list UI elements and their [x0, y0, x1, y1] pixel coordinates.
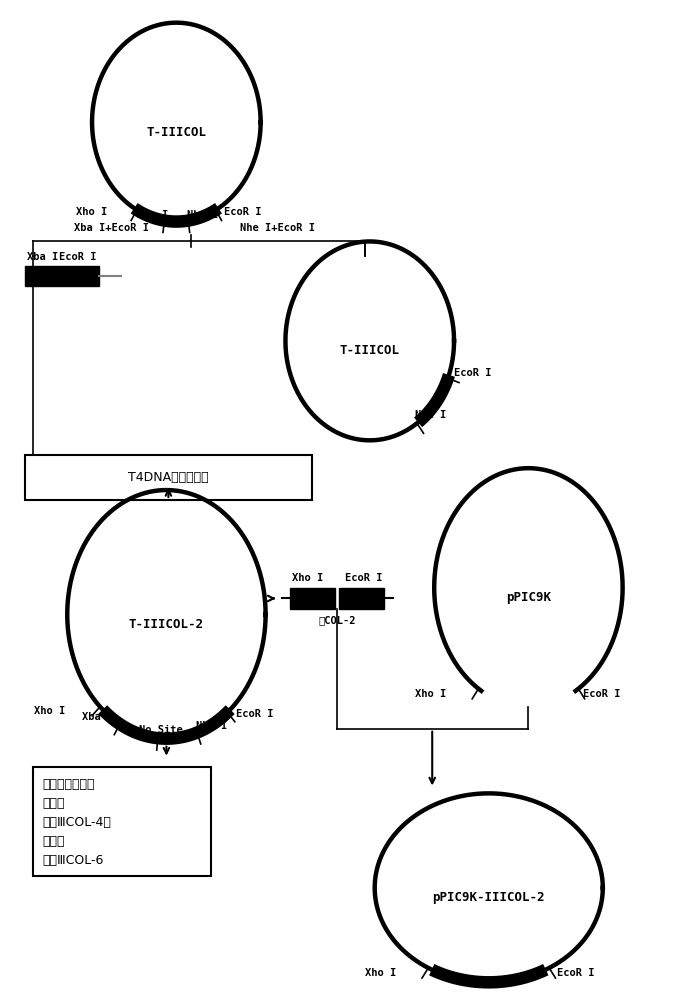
Bar	[24, 266, 99, 286]
Text: EcoR I: EcoR I	[237, 709, 274, 719]
Text: EcoR I: EcoR I	[224, 207, 262, 217]
Text: 片段ⅢCOL-6: 片段ⅢCOL-6	[43, 854, 104, 867]
Text: pPIC9K: pPIC9K	[506, 591, 551, 604]
Text: 四重复: 四重复	[43, 797, 65, 810]
Text: EcoR I: EcoR I	[345, 573, 383, 583]
Text: Xho I: Xho I	[415, 689, 446, 699]
Text: 以此类推，可得: 以此类推，可得	[43, 778, 95, 791]
Text: No Site: No Site	[139, 725, 183, 735]
Text: Nhe I+EcoR I: Nhe I+EcoR I	[241, 223, 316, 233]
Text: Nhe I: Nhe I	[187, 210, 218, 220]
Text: Xho I: Xho I	[34, 706, 66, 716]
Text: ⅢCOL-2: ⅢCOL-2	[318, 615, 356, 625]
Text: Xho I: Xho I	[364, 968, 396, 978]
Bar	[24, 455, 312, 500]
Text: Nhe I: Nhe I	[196, 721, 228, 731]
Bar	[291, 588, 335, 609]
Text: T-IIICOL: T-IIICOL	[146, 126, 206, 139]
Bar	[339, 588, 383, 609]
Bar	[32, 767, 211, 876]
Text: Xba I: Xba I	[26, 252, 58, 262]
Text: EcoR I: EcoR I	[59, 252, 97, 262]
Text: Xho I: Xho I	[293, 573, 324, 583]
Text: EcoR I: EcoR I	[557, 968, 594, 978]
Text: 六重复: 六重复	[43, 835, 65, 848]
Text: T-IIICOL-2: T-IIICOL-2	[129, 618, 204, 631]
Text: Xba I: Xba I	[137, 210, 168, 220]
Text: pPIC9K-IIICOL-2: pPIC9K-IIICOL-2	[433, 891, 545, 904]
Text: T4DNA连接酶连接: T4DNA连接酶连接	[128, 471, 209, 484]
Text: Xba I+EcoR I: Xba I+EcoR I	[74, 223, 149, 233]
Text: EcoR I: EcoR I	[583, 689, 621, 699]
Text: T-IIICOL: T-IIICOL	[340, 344, 400, 357]
Text: Nhe I: Nhe I	[415, 410, 446, 420]
Text: Xho I: Xho I	[76, 207, 107, 217]
Text: 片段ⅢCOL-4、: 片段ⅢCOL-4、	[43, 816, 112, 829]
Text: EcoR I: EcoR I	[454, 368, 491, 378]
Text: Xba I: Xba I	[82, 712, 113, 722]
